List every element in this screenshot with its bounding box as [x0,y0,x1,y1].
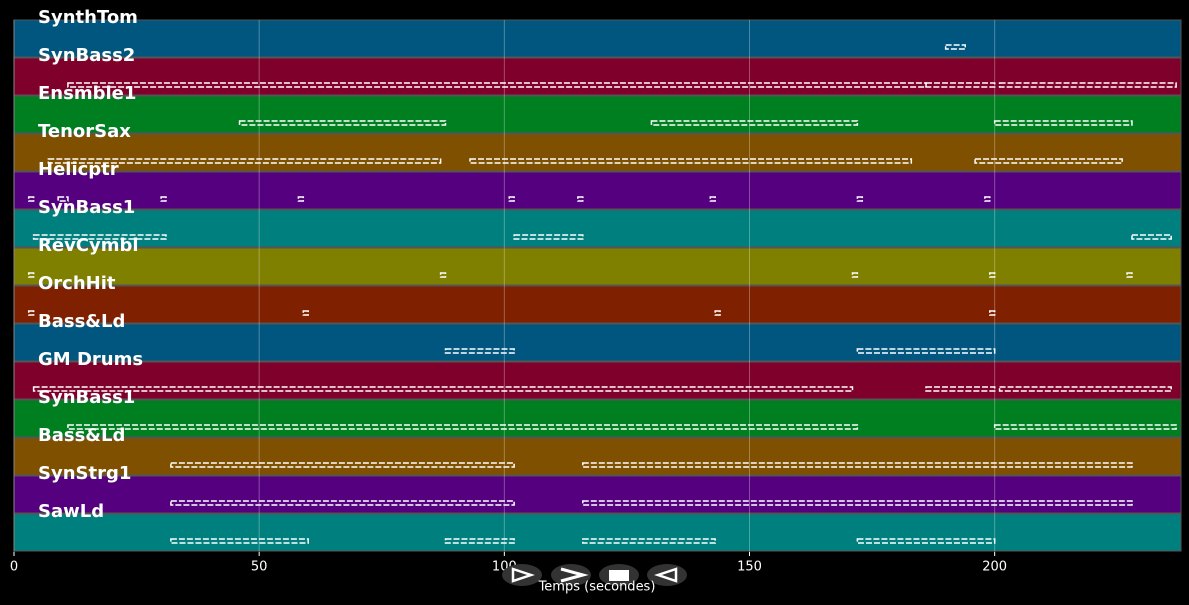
labels: SynthTom SynBass2 Ensmble1 TenorSax Helicptr… [10,7,1007,575]
track-name: RevCymbl [38,235,139,256]
note-segment [160,196,167,202]
note-segment [513,234,584,240]
track-name: Ensmble1 [38,83,136,104]
x-axis-label: Temps (secondes) [538,580,656,595]
note-segment [709,196,716,202]
track-name: OrchHit [38,273,116,294]
note-segment [1126,272,1133,278]
stop-icon [609,570,629,581]
note-segment [67,424,859,430]
track-row [13,57,1182,96]
note-segment [944,44,967,50]
note-segment [582,462,1133,468]
note-segment [714,310,721,316]
track-name: SynthTom [38,7,138,28]
note-segment [925,82,996,88]
track-row [13,247,1182,286]
track-name: SynBass2 [38,45,135,66]
note-segment [444,348,515,354]
note-segment [856,538,996,544]
track-name: TenorSax [38,121,131,142]
track-name: SawLd [38,501,104,522]
x-tick-label: 50 [251,560,268,575]
note-segment [989,310,996,316]
note-segment [297,196,305,202]
track-name: GM Drums [38,349,143,370]
x-tick-label: 0 [10,560,18,575]
track-row [13,171,1182,210]
track-row [13,285,1182,324]
note-segment [27,272,35,278]
play-icon [511,567,535,583]
note-segment [444,538,515,544]
note-segment [238,120,447,126]
track-row [13,513,1182,552]
note-segment [27,310,35,316]
note-segment [851,272,859,278]
note-segment [998,82,1177,88]
note-segment [170,500,515,506]
note-segment [925,386,996,392]
note-segment [582,500,1133,506]
forward-icon [560,567,589,583]
transport[interactable] [502,564,687,586]
note-segment [47,158,442,164]
note-segment [57,196,69,202]
note-segment [856,348,996,354]
note-segment [67,82,927,88]
track-row [13,399,1182,438]
note-segment [974,158,1123,164]
tracks [13,19,1182,552]
track-row [13,133,1182,172]
note-segment [32,234,167,240]
track-row [13,209,1182,248]
track-row [13,437,1182,476]
note-segment [984,196,991,202]
x-tick-label: 200 [982,560,1007,575]
note-segment [170,538,309,544]
track-name: SynStrg1 [38,463,131,484]
track-name: Helicptr [38,159,119,180]
track-row [13,475,1182,514]
note-segment [170,462,515,468]
note-segment [577,196,584,202]
note-segment [993,120,1133,126]
track-name: Bass&Ld [38,311,125,332]
notes [27,44,1177,544]
note-segment [27,196,35,202]
play-button[interactable] [502,564,542,586]
back-icon [654,567,678,583]
track-row [13,323,1182,362]
note-segment [32,386,854,392]
track-row [13,19,1182,58]
note-segment [439,272,447,278]
note-segment [856,196,864,202]
note-segment [302,310,309,316]
note-segment [989,272,996,278]
track-row [13,361,1182,400]
note-segment [582,538,716,544]
note-segment [508,196,515,202]
track-name: SynBass1 [38,197,135,218]
note-segment [469,158,913,164]
note-segment [1131,234,1172,240]
track-name: SynBass1 [38,387,135,408]
track-name: Bass&Ld [38,425,125,446]
x-tick-label: 150 [737,560,762,575]
note-segment [993,424,1177,430]
track-row [13,95,1182,134]
note-segment [650,120,859,126]
note-segment [998,386,1172,392]
